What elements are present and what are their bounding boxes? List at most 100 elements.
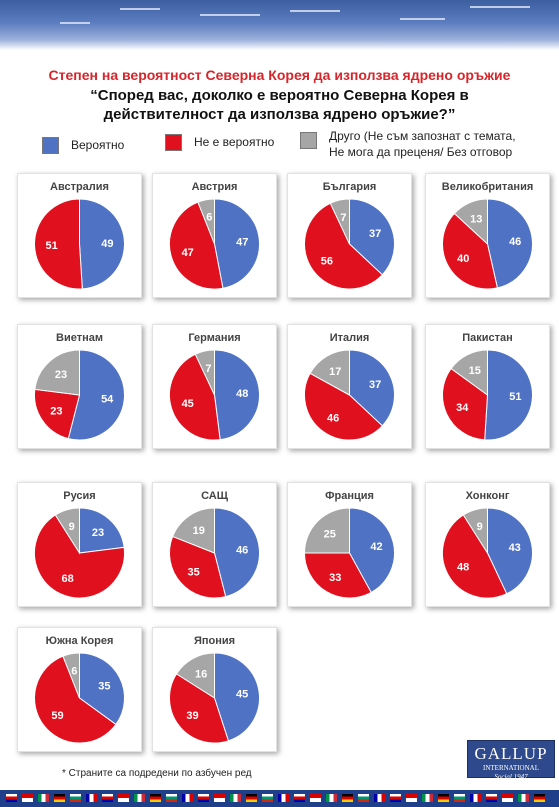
slice-other <box>329 198 350 245</box>
flag-icon <box>118 794 129 802</box>
pie-chart: 42 33 25 <box>303 507 395 599</box>
slice-other <box>303 507 350 554</box>
chart-title: Степен на вероятност Северна Корея да из… <box>48 67 511 83</box>
pie-panel: Япония 45 39 16 <box>152 627 277 752</box>
country-label: Италия <box>329 332 370 344</box>
legend-label-likely: Вероятно <box>71 138 125 152</box>
value-label-likely: 37 <box>369 379 381 391</box>
slice-not-likely <box>34 655 117 744</box>
flag-icon <box>70 794 81 802</box>
value-label-not-likely: 46 <box>327 413 339 425</box>
pie-chart: 35 59 6 <box>34 652 125 744</box>
slice-not-likely <box>34 514 125 599</box>
pie-panel: САЩ 46 35 19 <box>152 482 277 607</box>
slice-other <box>197 198 215 245</box>
flag-icon <box>182 794 193 802</box>
flag-icon <box>198 794 209 802</box>
value-label-not-likely: 34 <box>456 402 469 414</box>
flag-icon <box>38 794 49 802</box>
value-label-likely: 48 <box>236 388 248 400</box>
value-label-likely: 49 <box>101 238 113 250</box>
slice-not-likely <box>34 388 81 440</box>
pie-chart: 49 51 <box>34 198 125 290</box>
flag-icon <box>534 794 545 802</box>
slice-other <box>453 198 488 246</box>
pie-panel: Германия 48 45 7 <box>152 324 277 449</box>
country-label: Германия <box>188 332 241 344</box>
country-label: Хонконг <box>465 490 510 502</box>
pie-panel: Виетнам 54 23 23 <box>17 324 142 449</box>
flag-icon <box>470 794 481 802</box>
country-label: Великобритания <box>441 181 534 193</box>
country-label: Русия <box>63 490 96 502</box>
value-label-other: 7 <box>340 212 346 224</box>
flag-icon <box>150 794 161 802</box>
flag-icon <box>166 794 177 802</box>
pie-chart: 23 68 9 <box>34 507 125 599</box>
country-label: Япония <box>193 635 236 647</box>
slice-likely <box>214 198 260 289</box>
flag-icon <box>22 794 33 802</box>
slice-other <box>54 507 80 555</box>
pie-panel: Австралия 49 51 <box>17 173 142 298</box>
slice-not-likely <box>169 673 230 744</box>
value-label-likely: 45 <box>236 689 248 701</box>
flag-icon <box>502 794 513 802</box>
flag-icon <box>486 794 497 802</box>
flag-icon <box>454 794 465 802</box>
flag-icon <box>86 794 97 802</box>
legend-swatch-likely <box>42 137 59 154</box>
slice-likely <box>487 198 533 289</box>
country-label: САЩ <box>201 490 228 502</box>
slice-other <box>172 507 215 554</box>
value-label-other: 19 <box>193 525 205 537</box>
flag-icon <box>102 794 113 802</box>
flag-icon <box>438 794 449 802</box>
header-banner <box>0 0 559 50</box>
pie-chart: 48 45 7 <box>169 349 260 441</box>
slice-not-likely <box>169 535 227 599</box>
flag-icon <box>518 794 529 802</box>
country-label: Австрия <box>191 181 238 193</box>
legend-item-not-likely: Не е вероятно <box>165 134 274 151</box>
slice-likely <box>349 349 395 427</box>
legend-label-not-likely: Не е вероятно <box>194 135 275 149</box>
value-label-other: 15 <box>469 365 481 377</box>
value-label-not-likely: 23 <box>50 406 62 418</box>
flag-icon <box>310 794 321 802</box>
value-label-other: 9 <box>477 521 483 533</box>
slice-not-likely <box>442 212 499 290</box>
pie-panel: Италия 37 46 17 <box>287 324 412 449</box>
legend-item-likely: Вероятно <box>42 137 124 154</box>
pie-chart: 51 34 15 <box>442 349 533 441</box>
country-label: Южна Корея <box>45 635 114 647</box>
slice-likely <box>79 507 125 554</box>
logo-subtitle: INTERNATIONAL <box>483 764 539 772</box>
value-label-not-likely: 39 <box>186 710 198 722</box>
flag-icon <box>134 794 145 802</box>
value-label-likely: 43 <box>509 542 521 554</box>
slice-not-likely <box>169 353 221 441</box>
legend-swatch-other <box>300 132 317 149</box>
value-label-other: 7 <box>205 363 211 375</box>
pie-chart: 46 35 19 <box>169 507 260 599</box>
logo-tagline: Social 1947 <box>494 773 528 781</box>
slice-other <box>194 349 215 396</box>
value-label-likely: 37 <box>369 228 381 240</box>
legend-swatch-not-likely <box>165 134 182 151</box>
value-label-not-likely: 40 <box>457 253 469 265</box>
value-label-other: 16 <box>195 669 207 681</box>
flag-icon <box>214 794 225 802</box>
pie-panel: Франция 42 33 25 <box>287 482 412 607</box>
value-label-likely: 46 <box>509 236 521 248</box>
flag-icon <box>262 794 273 802</box>
pie-panel: Великобритания 46 40 13 <box>425 173 550 298</box>
flag-icon <box>406 794 417 802</box>
slice-likely <box>214 652 260 742</box>
pie-panel: Австрия 47 47 6 <box>152 173 277 298</box>
slice-other <box>309 349 350 396</box>
slice-not-likely <box>442 514 508 599</box>
value-label-not-likely: 33 <box>329 572 341 584</box>
country-label: Франция <box>325 490 374 502</box>
slice-other <box>450 349 488 396</box>
